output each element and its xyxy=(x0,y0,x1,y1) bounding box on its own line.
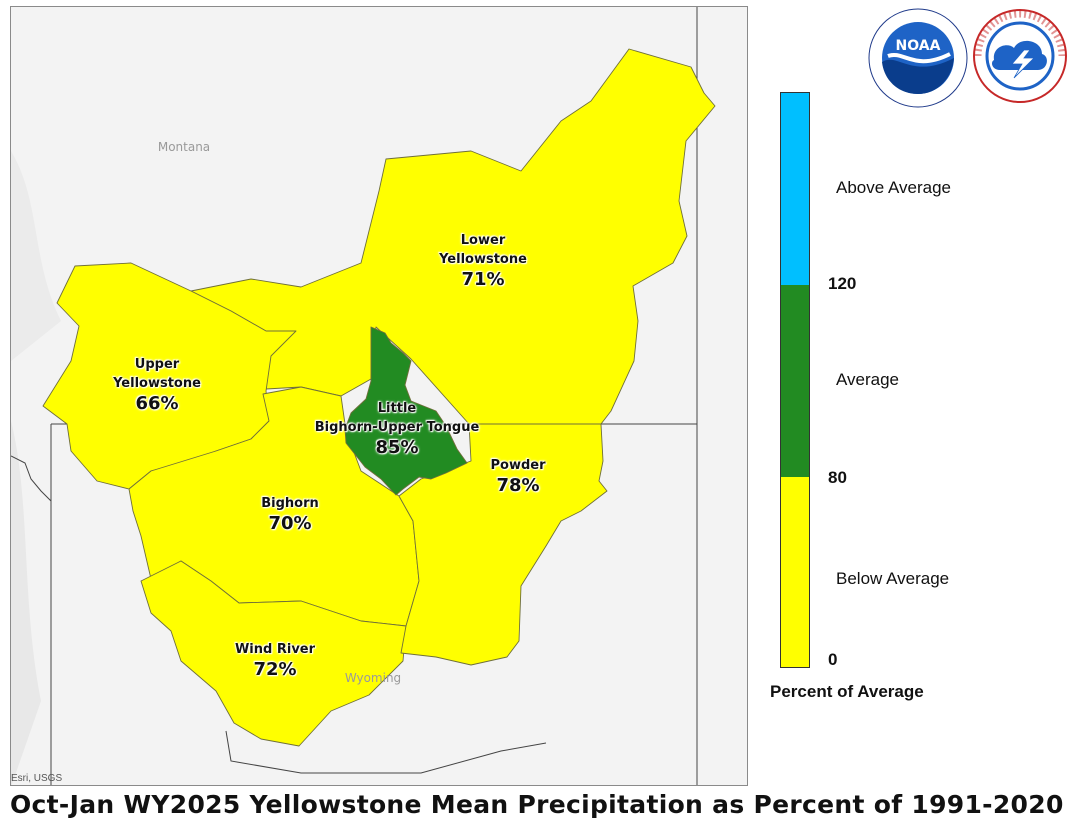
label-lower-yellowstone: Lower Yellowstone 71% xyxy=(439,231,527,289)
legend-swatch-above xyxy=(781,93,809,285)
legend-swatch-below xyxy=(781,477,809,667)
state-label-montana: Montana xyxy=(157,140,211,154)
basin-percent: 70% xyxy=(268,513,312,534)
basin-name: Little xyxy=(377,401,417,416)
basin-upper-yellowstone xyxy=(42,262,297,490)
basin-name: Bighorn xyxy=(261,496,319,511)
state-border-idaho xyxy=(11,455,52,502)
basin-wind-river xyxy=(140,560,407,747)
basin-name: Yellowstone xyxy=(113,376,201,391)
label-bighorn: Bighorn 70% xyxy=(261,494,319,533)
basin-little-bighorn-upper-tongue xyxy=(344,326,468,496)
basin-name: Powder xyxy=(490,458,546,473)
noaa-logo-text: NOAA xyxy=(896,38,941,54)
basin-percent: 85% xyxy=(375,437,419,458)
nws-logo xyxy=(973,9,1067,103)
basin-powder xyxy=(398,423,608,666)
legend-label-above-average: Above Average xyxy=(836,178,951,197)
legend-title: Percent of Average xyxy=(770,682,924,701)
legend-label-average: Average xyxy=(836,370,900,389)
basin-percent: 71% xyxy=(461,269,505,290)
legend-color-bar xyxy=(780,92,810,668)
map-credit: Esri, USGS xyxy=(11,773,63,784)
basin-percent: 66% xyxy=(135,393,179,414)
legend-swatch-average xyxy=(781,285,809,477)
label-wind-river: Wind River 72% xyxy=(235,640,315,679)
legend-break-80: 80 xyxy=(828,468,847,487)
basin-name: Upper xyxy=(134,357,180,372)
basin-percent: 78% xyxy=(496,475,540,496)
basin-name: Wind River xyxy=(234,642,316,657)
legend-break-120: 120 xyxy=(828,274,857,293)
legend-break-0: 0 xyxy=(828,650,838,669)
basin-name: Yellowstone xyxy=(439,252,527,267)
label-upper-yellowstone: Upper Yellowstone 66% xyxy=(113,355,201,413)
label-little-bighorn-upper-tongue: Little Bighorn-Upper Tongue 85% xyxy=(315,399,480,457)
basin-name: Lower xyxy=(460,233,506,248)
basin-name: Bighorn-Upper Tongue xyxy=(314,420,480,435)
legend-label-below-average: Below Average xyxy=(836,569,950,588)
noaa-logo: NOAA xyxy=(868,8,968,108)
basin-percent: 72% xyxy=(253,659,297,680)
basin-map[interactable] xyxy=(11,7,748,786)
state-label-wyoming: Wyoming xyxy=(344,671,402,685)
label-powder: Powder 78% xyxy=(490,456,545,495)
state-border-south xyxy=(225,730,547,774)
map-frame[interactable]: Montana Wyoming Lower Yellowstone 71% Up… xyxy=(10,6,748,786)
page-title: Oct-Jan WY2025 Yellowstone Mean Precipit… xyxy=(10,790,1064,819)
